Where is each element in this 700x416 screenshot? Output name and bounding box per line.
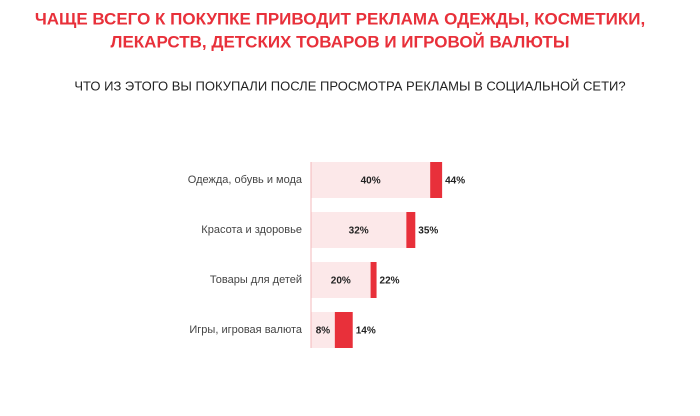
category-label: Красота и здоровье: [201, 224, 302, 236]
chart-title: ЛЕКАРСТВ, ДЕТСКИХ ТОВАРОВ И ИГРОВОЙ ВАЛЮ…: [111, 32, 570, 51]
value-label: 44%: [445, 176, 465, 187]
bar: [311, 262, 371, 298]
value-label: 8%: [316, 326, 331, 337]
value-label: 40%: [361, 176, 381, 187]
value-label: 35%: [418, 226, 438, 237]
value-label: 14%: [356, 326, 376, 337]
chart-subtitle: ЧТО ИЗ ЭТОГО ВЫ ПОКУПАЛИ ПОСЛЕ ПРОСМОТРА…: [74, 78, 625, 93]
category-label: Игры, игровая валюта: [189, 324, 302, 336]
value-label: 22%: [380, 276, 400, 287]
chart-title: ЧАЩЕ ВСЕГО К ПОКУПКЕ ПРИВОДИТ РЕКЛАМА ОД…: [35, 9, 645, 28]
category-label: Товары для детей: [210, 274, 302, 286]
bar: [311, 212, 407, 248]
value-label: 32%: [349, 226, 369, 237]
bar: [311, 312, 335, 348]
value-label: 20%: [331, 276, 351, 287]
category-label: Одежда, обувь и мода: [188, 174, 303, 186]
bar: [311, 162, 431, 198]
